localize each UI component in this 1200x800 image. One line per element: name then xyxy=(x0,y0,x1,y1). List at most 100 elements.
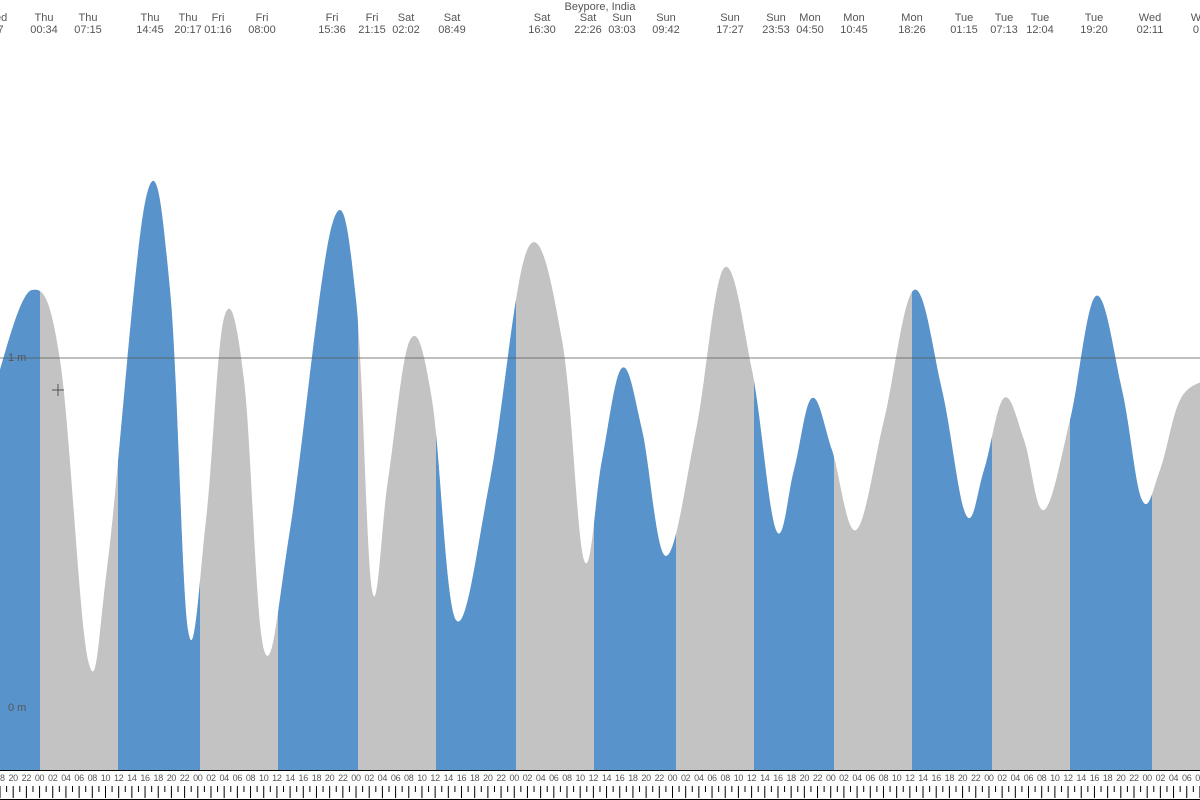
tide-event-label: Mon18:26 xyxy=(898,12,926,36)
x-axis-hour: 10 xyxy=(101,773,110,783)
x-axis-hour: 08 xyxy=(879,773,888,783)
x-axis-hour: 18 xyxy=(470,773,479,783)
x-axis-hour: 10 xyxy=(417,773,426,783)
x-axis-hour: 16 xyxy=(140,773,149,783)
tide-event-label: Fri21:15 xyxy=(358,12,386,36)
x-axis-hour: 12 xyxy=(1063,773,1072,783)
x-axis-hour: 14 xyxy=(918,773,927,783)
x-axis-hour: 10 xyxy=(259,773,268,783)
x-axis-hour: 12 xyxy=(272,773,281,783)
x-axis-hour: 04 xyxy=(852,773,861,783)
x-axis-hour: 06 xyxy=(707,773,716,783)
tide-event-label: Fri08:00 xyxy=(248,12,276,36)
x-axis-hour: 04 xyxy=(694,773,703,783)
tide-event-label: Fri15:36 xyxy=(318,12,346,36)
x-axis-hour: 02 xyxy=(1156,773,1165,783)
x-axis-hour: 02 xyxy=(48,773,57,783)
x-axis-hour: 08 xyxy=(88,773,97,783)
x-axis-hour: 06 xyxy=(233,773,242,783)
x-axis-hour: 08 xyxy=(404,773,413,783)
tide-event-label: Thu00:34 xyxy=(30,12,58,36)
x-axis-hour: 14 xyxy=(127,773,136,783)
y-axis-label: 0 m xyxy=(8,702,26,714)
x-axis-hour: 20 xyxy=(958,773,967,783)
tide-event-label: Sat02:02 xyxy=(392,12,420,36)
x-axis-hour: 18 xyxy=(945,773,954,783)
x-axis-hour: 12 xyxy=(430,773,439,783)
x-axis-hour: 06 xyxy=(1182,773,1191,783)
x-axis-hour: 00 xyxy=(351,773,360,783)
x-axis-hour: 18 xyxy=(312,773,321,783)
x-axis-hour: 00 xyxy=(826,773,835,783)
tide-chart xyxy=(0,0,1200,800)
x-axis-hour: 10 xyxy=(892,773,901,783)
x-axis-hour: 06 xyxy=(549,773,558,783)
tide-event-label: Thu14:45 xyxy=(136,12,164,36)
x-axis-hour: 16 xyxy=(299,773,308,783)
x-axis-hour: 18 xyxy=(628,773,637,783)
tide-event-label: Thu07:15 xyxy=(74,12,102,36)
x-axis-hour: 08 xyxy=(246,773,255,783)
x-axis-hour: 08 xyxy=(1195,773,1200,783)
tide-event-label: Mon04:50 xyxy=(796,12,824,36)
x-axis-hour: 12 xyxy=(114,773,123,783)
x-axis-hour: 16 xyxy=(931,773,940,783)
x-axis-hour: 10 xyxy=(1050,773,1059,783)
tide-event-label: W0 xyxy=(1191,12,1200,36)
tide-event-label: Mon10:45 xyxy=(840,12,868,36)
tide-event-label: Tue01:15 xyxy=(950,12,978,36)
tide-event-label: Fri01:16 xyxy=(204,12,232,36)
x-axis-hour: 16 xyxy=(1090,773,1099,783)
x-axis-hour: 14 xyxy=(444,773,453,783)
tide-event-label: Sun17:27 xyxy=(716,12,744,36)
tide-event-label: Tue19:20 xyxy=(1080,12,1108,36)
x-axis-hour: 22 xyxy=(338,773,347,783)
x-axis-hour: 02 xyxy=(523,773,532,783)
x-axis-hour: 20 xyxy=(167,773,176,783)
x-axis-hour: 00 xyxy=(193,773,202,783)
x-axis-hour: 04 xyxy=(61,773,70,783)
x-axis-hour: 22 xyxy=(813,773,822,783)
x-axis-hour: 08 xyxy=(721,773,730,783)
x-axis-hour: 08 xyxy=(562,773,571,783)
x-axis-hour: 06 xyxy=(866,773,875,783)
x-axis-hour: 00 xyxy=(984,773,993,783)
tide-event-label: Thu20:17 xyxy=(174,12,202,36)
x-axis-hour: 20 xyxy=(800,773,809,783)
x-axis-hour: 22 xyxy=(655,773,664,783)
x-axis-hour: 04 xyxy=(378,773,387,783)
tide-event-label: Sun09:42 xyxy=(652,12,680,36)
tide-event-label: Sat08:49 xyxy=(438,12,466,36)
x-axis-hour: 22 xyxy=(180,773,189,783)
y-axis-label: 1 m xyxy=(8,352,26,364)
x-axis-hour: 04 xyxy=(1011,773,1020,783)
x-axis-hour: 18 xyxy=(0,773,5,783)
x-axis-hour: 02 xyxy=(839,773,848,783)
x-axis-hour: 22 xyxy=(496,773,505,783)
x-axis-hour: 04 xyxy=(219,773,228,783)
x-axis-hour: 12 xyxy=(747,773,756,783)
x-axis-hour: 22 xyxy=(1129,773,1138,783)
x-axis-hour: 20 xyxy=(483,773,492,783)
tide-event-label: Tue12:04 xyxy=(1026,12,1054,36)
x-axis-hour: 22 xyxy=(971,773,980,783)
x-axis-hour: 18 xyxy=(154,773,163,783)
tide-event-label: Sun23:53 xyxy=(762,12,790,36)
x-axis-hour: 18 xyxy=(786,773,795,783)
x-axis-hour: 02 xyxy=(997,773,1006,783)
x-axis-hour: 14 xyxy=(602,773,611,783)
tide-event-label: Wed:27 xyxy=(0,12,7,36)
tide-event-label: Sun03:03 xyxy=(608,12,636,36)
x-axis-hour: 06 xyxy=(391,773,400,783)
x-axis-hour: 14 xyxy=(760,773,769,783)
x-axis-hour: 10 xyxy=(734,773,743,783)
x-axis-hour: 20 xyxy=(325,773,334,783)
x-axis-hour: 14 xyxy=(1077,773,1086,783)
tide-event-label: Tue07:13 xyxy=(990,12,1018,36)
x-axis-hour: 04 xyxy=(1169,773,1178,783)
x-axis-hour: 00 xyxy=(35,773,44,783)
x-axis-hour: 20 xyxy=(641,773,650,783)
x-axis-hour: 12 xyxy=(905,773,914,783)
x-axis-hour: 16 xyxy=(773,773,782,783)
x-axis-hour: 06 xyxy=(1024,773,1033,783)
